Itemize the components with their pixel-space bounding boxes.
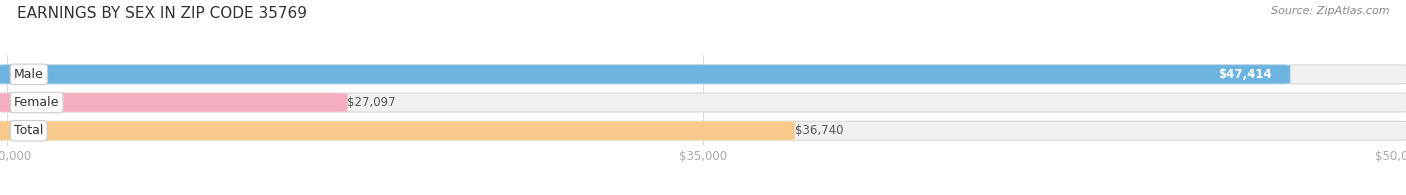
Text: Total: Total <box>14 124 44 137</box>
FancyBboxPatch shape <box>0 65 1291 84</box>
FancyBboxPatch shape <box>0 65 1406 84</box>
Text: $36,740: $36,740 <box>794 124 844 137</box>
FancyBboxPatch shape <box>0 121 1406 140</box>
Text: EARNINGS BY SEX IN ZIP CODE 35769: EARNINGS BY SEX IN ZIP CODE 35769 <box>17 6 307 21</box>
Text: Female: Female <box>14 96 59 109</box>
FancyBboxPatch shape <box>0 121 794 140</box>
Text: $27,097: $27,097 <box>347 96 396 109</box>
FancyBboxPatch shape <box>0 93 347 112</box>
Text: $47,414: $47,414 <box>1218 68 1272 81</box>
Text: Male: Male <box>14 68 44 81</box>
Text: Source: ZipAtlas.com: Source: ZipAtlas.com <box>1271 6 1389 16</box>
FancyBboxPatch shape <box>0 93 1406 112</box>
